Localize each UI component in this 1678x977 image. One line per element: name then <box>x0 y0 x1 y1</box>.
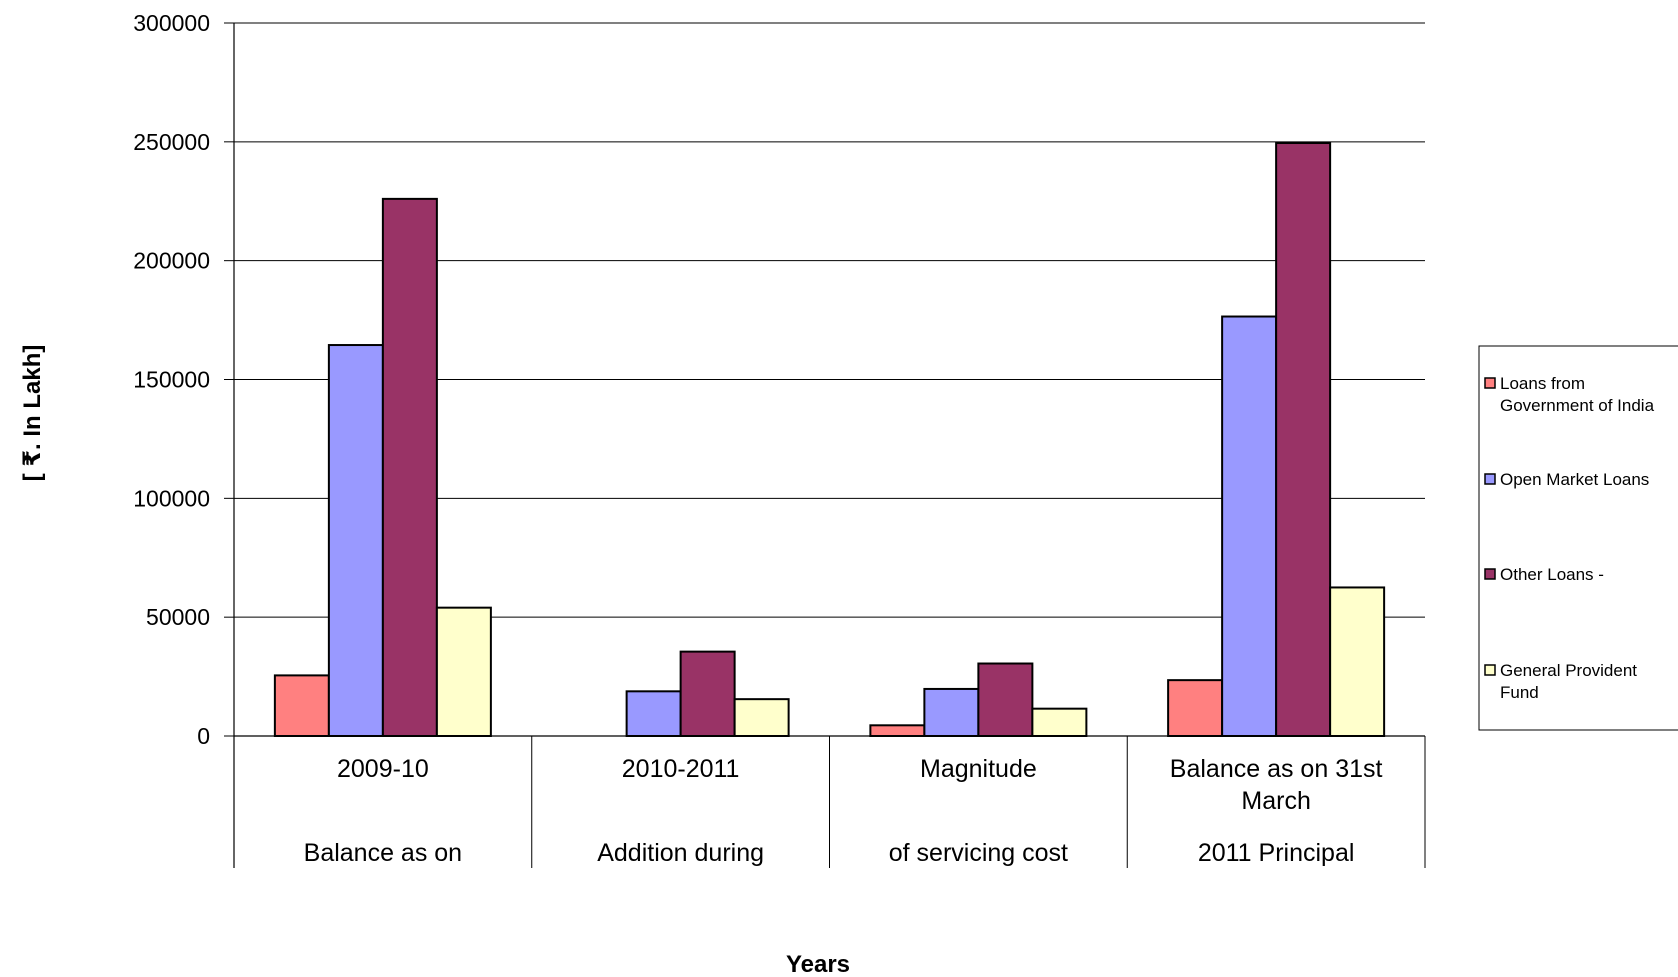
y-tick-label: 0 <box>197 723 210 749</box>
legend-label: Government of India <box>1500 396 1655 415</box>
bar <box>733 698 790 738</box>
x-axis-title: Years <box>786 951 850 977</box>
bar <box>1031 707 1088 738</box>
bars <box>273 142 1386 738</box>
bar <box>1275 142 1332 737</box>
legend-swatch <box>1484 664 1496 676</box>
legend: Loans from Government of India Open Market… <box>1478 345 1678 731</box>
category-label: Balance as on 31st <box>1170 755 1383 783</box>
y-axis-tick-labels: 0 50000 100000 150000 200000 250000 300000 <box>133 10 234 749</box>
bar <box>977 662 1034 737</box>
category-label: of servicing cost <box>889 839 1068 867</box>
legend-label: Open Market Loans <box>1500 470 1649 489</box>
legend-label: Loans from <box>1500 374 1585 393</box>
bar <box>381 197 438 737</box>
category-label: Addition during <box>597 839 764 867</box>
y-tick-label: 200000 <box>133 248 210 274</box>
category-label: Magnitude <box>920 755 1037 783</box>
bar <box>869 724 926 737</box>
bar <box>1221 315 1278 737</box>
y-tick-label: 100000 <box>133 485 210 511</box>
category-label: 2009-10 <box>337 755 429 783</box>
bar <box>1329 586 1386 737</box>
bar <box>923 687 980 738</box>
category-label: Balance as on <box>304 839 462 867</box>
bar <box>1167 679 1224 737</box>
y-tick-label: 300000 <box>133 10 210 36</box>
y-tick-label: 250000 <box>133 129 210 155</box>
bar <box>679 650 736 738</box>
legend-swatch <box>1484 377 1496 389</box>
axes <box>233 23 1426 868</box>
legend-label: Other Loans - <box>1500 565 1604 584</box>
bar <box>273 674 330 738</box>
legend-label: Fund <box>1500 683 1539 702</box>
category-labels: 2009-10 Balance as on 2010-2011 Addition du… <box>304 755 1383 867</box>
category-label: 2011 Principal <box>1198 839 1355 867</box>
y-axis-title: [ ₹. In Lakh] <box>19 345 46 482</box>
bar <box>625 690 682 737</box>
legend-box <box>1478 345 1678 731</box>
legend-swatch <box>1484 568 1496 580</box>
category-label: 2010-2011 <box>622 755 740 783</box>
bar <box>435 606 492 737</box>
y-tick-label: 150000 <box>133 367 210 393</box>
legend-swatch <box>1484 473 1496 485</box>
bar <box>327 344 384 737</box>
legend-label: General Provident <box>1500 661 1637 680</box>
y-tick-label: 50000 <box>146 604 210 630</box>
category-label: March <box>1241 787 1310 815</box>
